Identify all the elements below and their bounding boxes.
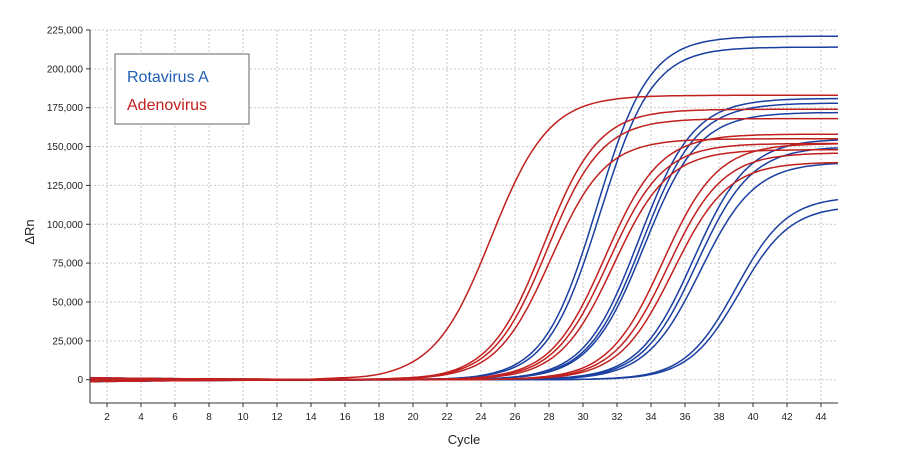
y-tick-label: 150,000: [47, 142, 84, 153]
rotavirus-curve: [89, 97, 838, 383]
legend-item-rotavirus: Rotavirus A: [127, 69, 209, 86]
x-tick-label: 12: [271, 412, 283, 423]
rotavirus-curve: [89, 102, 838, 383]
x-tick-label: 30: [577, 412, 589, 423]
legend-item-adenovirus: Adenovirus: [127, 97, 207, 114]
rotavirus-curve: [89, 147, 839, 383]
x-tick-label: 6: [172, 412, 178, 423]
x-tick-label: 44: [815, 412, 827, 423]
x-tick-label: 32: [611, 412, 623, 423]
x-tick-label: 38: [713, 412, 725, 423]
x-tick-label: 14: [305, 412, 317, 423]
x-tick-label: 4: [138, 412, 144, 423]
x-tick-label: 20: [407, 412, 419, 423]
y-tick-label: 75,000: [52, 259, 83, 270]
x-tick-label: 24: [475, 412, 487, 423]
x-tick-label: 28: [543, 412, 555, 423]
x-tick-label: 22: [441, 412, 453, 423]
x-tick-label: 36: [679, 412, 691, 423]
y-axis-title: ΔRn: [22, 219, 37, 244]
legend: Rotavirus A Adenovirus: [114, 53, 250, 125]
y-tick-label: 0: [77, 375, 83, 386]
x-tick-label: 34: [645, 412, 657, 423]
y-tick-label: 225,000: [47, 26, 84, 37]
y-tick-label: 100,000: [47, 220, 84, 231]
y-tick-label: 25,000: [52, 336, 83, 347]
rotavirus-curve: [89, 208, 839, 382]
rotavirus-curve: [89, 198, 839, 383]
x-tick-label: 26: [509, 412, 521, 423]
x-tick-label: 2: [104, 412, 110, 423]
adenovirus-curve: [89, 161, 839, 382]
adenovirus-curve: [89, 152, 839, 382]
x-axis-title: Cycle: [448, 432, 481, 447]
adenovirus-curve: [89, 138, 838, 382]
y-tick-label: 200,000: [47, 64, 84, 75]
adenovirus-curve: [89, 117, 838, 383]
series-lines: [89, 35, 839, 383]
adenovirus-curve: [89, 148, 838, 383]
y-tick-label: 175,000: [47, 103, 84, 114]
x-tick-label: 18: [373, 412, 385, 423]
tick-labels: 2 4 6 8 10 12 14 16 18 20 22 24 26 28 30 32 34 36 38 40 42 44…: [47, 26, 827, 424]
x-tick-label: 8: [206, 412, 212, 423]
x-tick-label: 16: [339, 412, 351, 423]
adenovirus-curve: [89, 142, 838, 383]
y-tick-label: 125,000: [47, 181, 84, 192]
y-tick-label: 50,000: [52, 297, 83, 308]
x-tick-label: 40: [747, 412, 759, 423]
adenovirus-curve: [89, 133, 838, 382]
x-tick-label: 10: [237, 412, 249, 423]
legend-box: [114, 53, 250, 125]
x-tick-label: 42: [781, 412, 793, 423]
adenovirus-curve: [89, 94, 838, 382]
